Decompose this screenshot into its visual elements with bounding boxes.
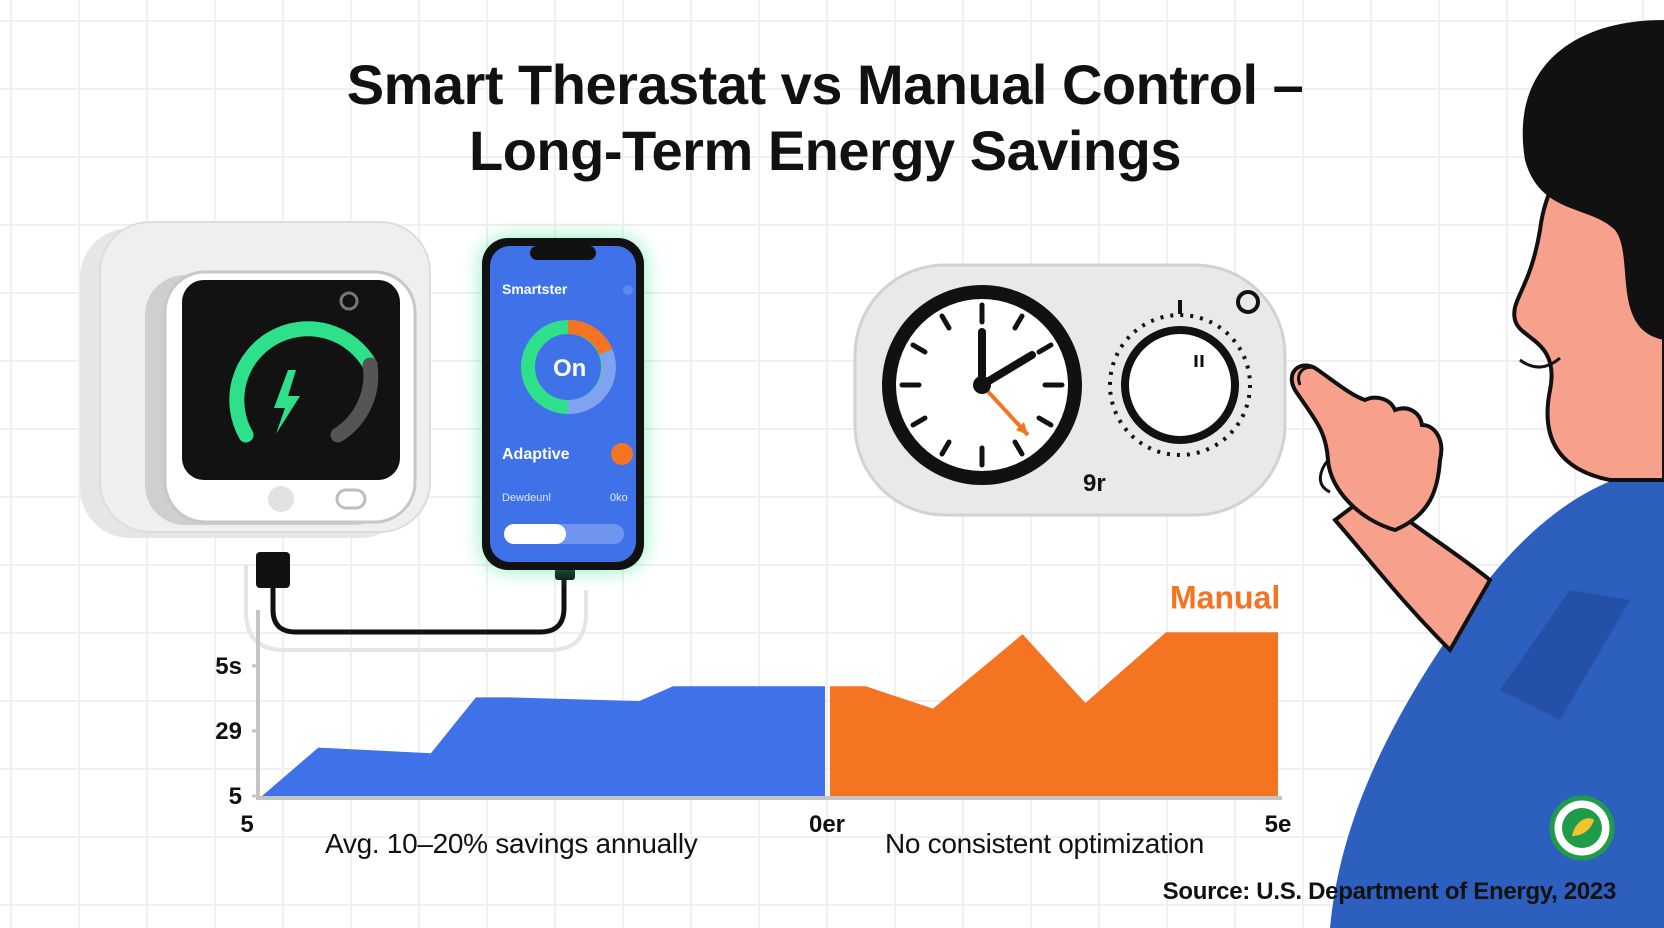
y-tick-label-0: 5 — [229, 783, 242, 810]
smart-thermostat-illustration — [80, 221, 588, 652]
x-tick-label-0: 5 — [240, 811, 253, 838]
manual-annotation: No consistent optimization — [885, 828, 1205, 859]
x-tick-label-2: 5e — [1265, 811, 1292, 838]
manual-thermostat-illustration — [853, 263, 1287, 517]
phone-row-value: 0ko — [610, 492, 628, 504]
series-area-0 — [262, 686, 825, 796]
series-label-1: Manual — [1170, 579, 1280, 615]
phone-app-name: Smartster — [502, 281, 568, 297]
lightning-icon — [274, 370, 300, 434]
phone-row-label: Dewdeunl — [502, 492, 551, 504]
title-line-1: Smart Therastat vs Manual Control – — [346, 53, 1304, 116]
series-area-1 — [830, 632, 1278, 796]
dial-label: 9r — [1083, 470, 1106, 497]
dial-knob-icon — [1108, 300, 1252, 457]
phone-mode-label: Adaptive — [502, 446, 570, 463]
source-caption: Source: U.S. Department of Energy, 2023 — [1162, 878, 1617, 905]
phone-status: On — [553, 355, 587, 382]
smart-annotation: Avg. 10–20% savings annually — [325, 828, 698, 859]
camera-dot-icon — [339, 291, 359, 311]
y-tick-label-2: 5s — [215, 653, 242, 680]
energy-ring-icon — [229, 321, 378, 443]
x-tick-label-1: 0er — [809, 811, 845, 838]
clock-icon — [882, 285, 1082, 485]
title-line-2: Long-Term Energy Savings — [469, 119, 1181, 182]
chart-title: Smart Therastat vs Manual Control – Long… — [250, 52, 1400, 184]
y-tick-label-1: 29 — [215, 718, 242, 745]
leaf-badge-icon — [1549, 795, 1615, 861]
person-illustration — [1289, 20, 1664, 928]
smartphone-illustration — [482, 238, 644, 570]
area-chart: Manual 5 29 5s 5 0er 5e — [215, 579, 1292, 838]
